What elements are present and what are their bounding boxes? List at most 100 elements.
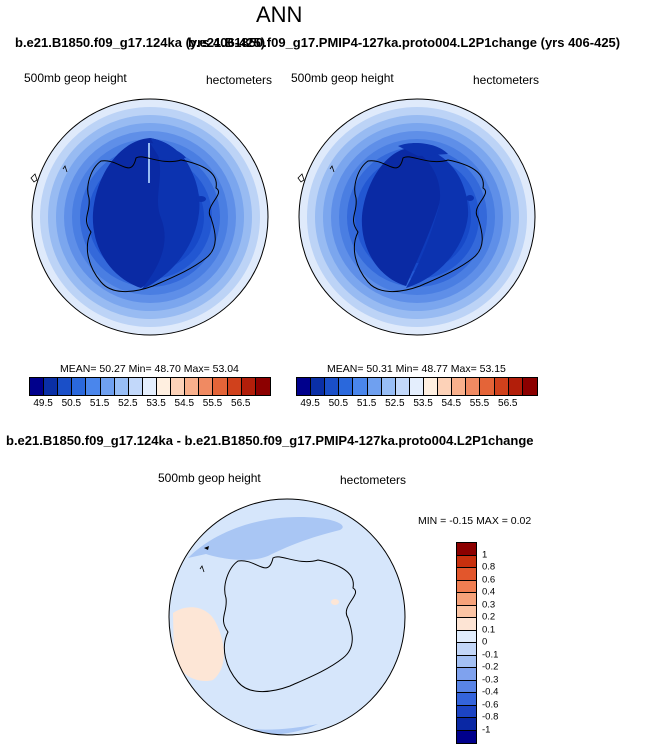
colorbar-swatch — [156, 378, 172, 395]
colorbar-swatch — [297, 378, 312, 395]
colorbar-swatch — [395, 378, 410, 395]
colorbar-swatch — [58, 378, 73, 395]
colorbar-tick-label: 51.5 — [89, 398, 110, 409]
colorbar-swatch — [199, 378, 214, 395]
colorbar-tick-label: 0.4 — [482, 586, 496, 598]
colorbar-tick-label: 56.5 — [231, 398, 251, 409]
colorbar-swatch — [457, 605, 476, 618]
right-panel-header: b.e21.B1850.f09_g17.PMIP4-127ka.proto004… — [188, 35, 621, 50]
colorbar-tick-label: 56.5 — [498, 398, 518, 409]
colorbar-swatch — [114, 378, 129, 395]
colorbar-swatch — [457, 618, 476, 631]
colorbar-tick-label: -1 — [482, 724, 491, 735]
left-units-label: hectometers — [206, 73, 273, 87]
diff-units-label: hectometers — [340, 473, 407, 487]
diff-polar-map — [168, 498, 406, 736]
colorbar-swatch — [44, 378, 59, 395]
colorbar-tick-label: -0.4 — [482, 686, 499, 698]
colorbar-swatch — [457, 555, 476, 568]
colorbar-swatch — [457, 668, 476, 681]
colorbar-swatch — [466, 378, 481, 395]
left-colorbar — [29, 377, 271, 396]
colorbar-tick-label: -0.8 — [482, 711, 499, 723]
colorbar-swatch — [128, 378, 143, 395]
right-stats: MEAN= 50.31 Min= 48.77 Max= 53.15 — [327, 363, 506, 375]
colorbar-tick-label: 49.5 — [300, 398, 320, 409]
colorbar-swatch — [171, 378, 186, 395]
colorbar-swatch — [457, 680, 476, 693]
colorbar-swatch — [142, 378, 157, 395]
page-title: ANN — [256, 2, 303, 27]
colorbar-swatch — [255, 378, 270, 395]
right-polar-map — [297, 98, 536, 336]
colorbar-tick-label: 50.5 — [61, 398, 82, 409]
colorbar-swatch — [457, 693, 476, 706]
colorbar-tick-label: 52.5 — [118, 398, 138, 409]
colorbar-tick-label: 0.6 — [482, 574, 496, 585]
colorbar-swatch — [522, 378, 537, 395]
colorbar-tick-label: 0.3 — [482, 599, 496, 610]
colorbar-swatch — [367, 378, 382, 395]
colorbar-swatch — [452, 378, 467, 395]
colorbar-swatch — [185, 378, 200, 395]
colorbar-tick-label: 50.5 — [328, 398, 349, 409]
colorbar-tick-label: -0.3 — [482, 674, 499, 685]
colorbar-swatch — [227, 378, 242, 395]
colorbar-tick-label: 51.5 — [356, 398, 377, 409]
colorbar-swatch — [30, 378, 45, 395]
colorbar-swatch — [86, 378, 101, 395]
colorbar-swatch — [457, 593, 476, 606]
colorbar-swatch — [409, 378, 424, 395]
colorbar-tick-label: 49.5 — [33, 398, 53, 409]
colorbar-tick-label: 0.1 — [482, 624, 496, 635]
colorbar-swatch — [457, 705, 476, 718]
left-polar-map — [30, 98, 269, 336]
colorbar-swatch — [339, 378, 354, 395]
colorbar-tick-label: 55.5 — [202, 398, 223, 409]
diff-colorbar-labels: 1 0.8 0.6 0.4 0.3 0.2 0.1 0 -0.1 -0.2 -0.3 -0.4 -0.6… — [482, 542, 522, 742]
colorbar-tick-label: -0.1 — [482, 649, 499, 660]
diff-panel-header: b.e21.B1850.f09_g17.124ka - b.e21.B1850.… — [6, 433, 534, 448]
colorbar-swatch — [457, 568, 476, 581]
right-units-label: hectometers — [473, 73, 540, 87]
right-variable-label: 500mb geop height — [291, 71, 394, 85]
colorbar-swatch — [457, 630, 476, 643]
left-panel-header: b.e21.B1850.f09_g17.124ka (yrs 406-425) — [15, 35, 266, 50]
colorbar-tick-label: 52.5 — [385, 398, 405, 409]
colorbar-swatch — [480, 378, 495, 395]
colorbar-swatch — [381, 378, 396, 395]
colorbar-swatch — [72, 378, 87, 395]
right-colorbar-labels: 49.5 50.5 51.5 52.5 53.5 54.5 55.5 56.5 — [296, 398, 536, 412]
colorbar-tick-label: 54.5 — [441, 398, 462, 409]
left-colorbar-labels: 49.5 50.5 51.5 52.5 53.5 54.5 55.5 56.5 — [29, 398, 269, 412]
colorbar-tick-label: 53.5 — [146, 398, 166, 409]
colorbar-swatch — [457, 655, 476, 668]
diff-colorbar — [456, 542, 477, 744]
colorbar-swatch — [457, 643, 476, 656]
colorbar-tick-label: 55.5 — [469, 398, 490, 409]
colorbar-swatch — [457, 730, 476, 743]
colorbar-tick-label: 0 — [482, 636, 488, 648]
colorbar-swatch — [100, 378, 115, 395]
right-colorbar — [296, 377, 538, 396]
colorbar-tick-label: -0.2 — [482, 661, 499, 673]
colorbar-tick-label: -0.6 — [482, 699, 499, 710]
colorbar-tick-label: 0.2 — [482, 611, 496, 623]
colorbar-swatch — [457, 543, 476, 556]
colorbar-swatch — [325, 378, 340, 395]
colorbar-tick-label: 1 — [482, 549, 488, 560]
colorbar-swatch — [457, 580, 476, 593]
colorbar-swatch — [438, 378, 453, 395]
left-stats: MEAN= 50.27 Min= 48.70 Max= 53.04 — [60, 363, 239, 375]
colorbar-swatch — [423, 378, 439, 395]
colorbar-swatch — [353, 378, 368, 395]
colorbar-swatch — [494, 378, 509, 395]
diff-minmax: MIN = -0.15 MAX = 0.02 — [418, 515, 532, 527]
left-variable-label: 500mb geop height — [24, 71, 127, 85]
colorbar-swatch — [213, 378, 228, 395]
colorbar-swatch — [457, 718, 476, 731]
colorbar-swatch — [508, 378, 523, 395]
colorbar-tick-label: 53.5 — [413, 398, 433, 409]
colorbar-swatch — [241, 378, 256, 395]
colorbar-tick-label: 0.8 — [482, 561, 496, 573]
